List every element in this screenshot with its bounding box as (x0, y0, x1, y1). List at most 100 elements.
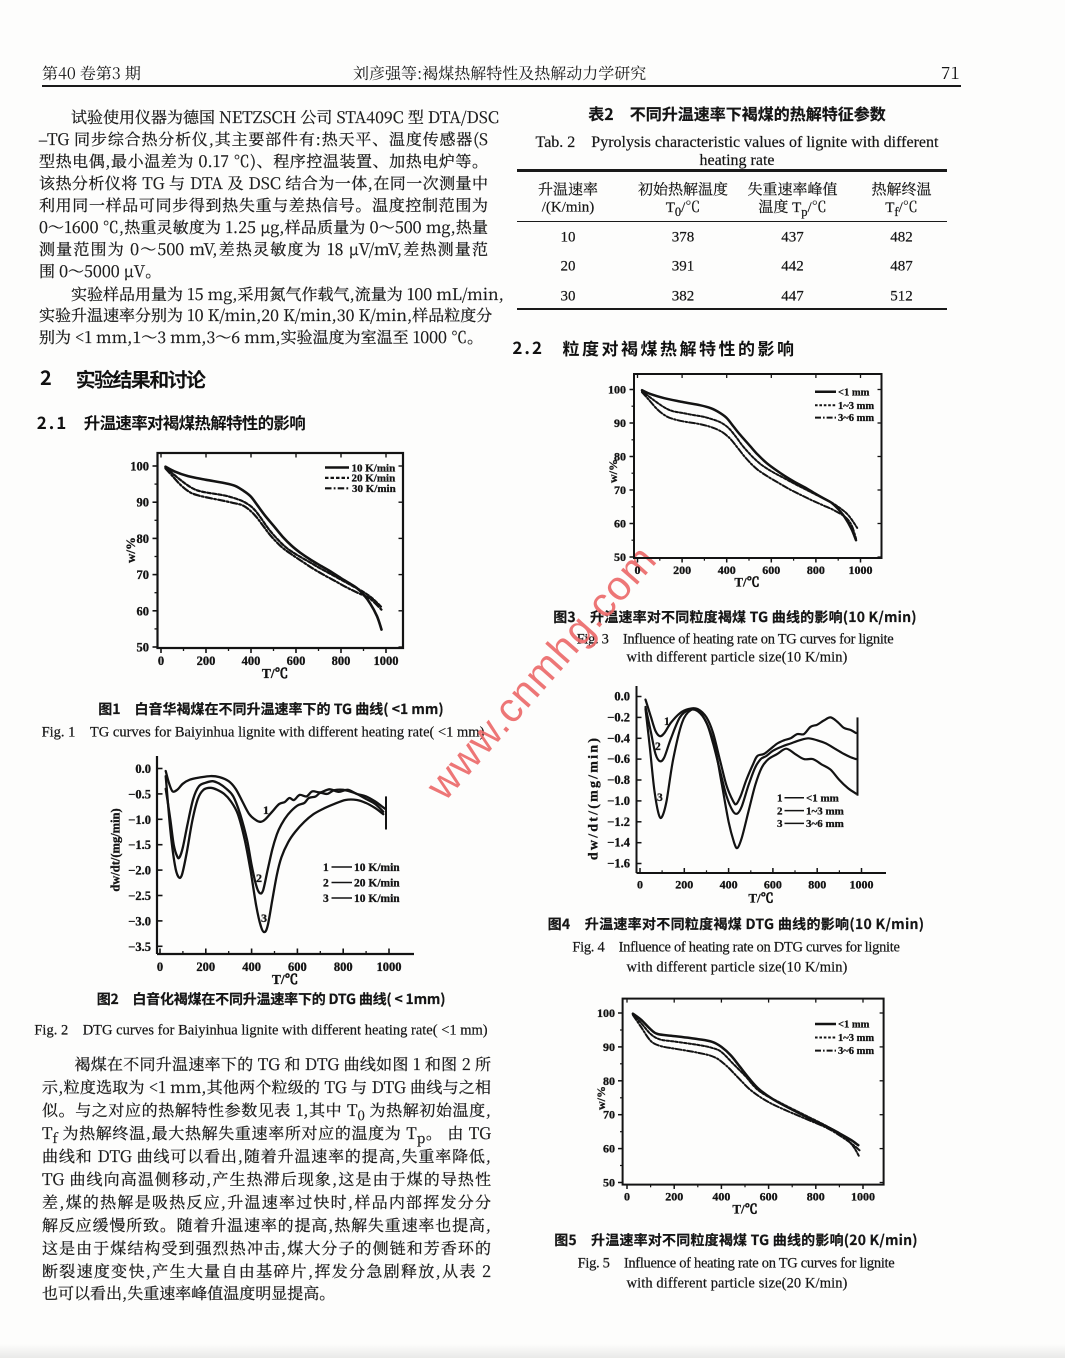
svg-text:2: 2 (655, 741, 661, 753)
svg-text:w/%: w/% (606, 459, 620, 483)
svg-text:1000: 1000 (374, 654, 399, 668)
svg-text:1~3 mm: 1~3 mm (838, 1033, 874, 1044)
svg-text:<1 mm: <1 mm (838, 1020, 870, 1031)
svg-text:−1.6: −1.6 (607, 857, 630, 871)
svg-text:1000: 1000 (850, 878, 874, 892)
svg-text:50: 50 (137, 641, 150, 655)
svg-text:80: 80 (603, 1074, 615, 1088)
svg-text:10 K/min: 10 K/min (352, 462, 396, 474)
svg-text:T/℃: T/℃ (748, 891, 773, 906)
svg-text:−1.4: −1.4 (607, 836, 630, 850)
svg-text:T/℃: T/℃ (734, 575, 759, 590)
svg-text:70: 70 (137, 568, 150, 582)
svg-text:w/%: w/% (594, 1086, 608, 1110)
svg-text:90: 90 (603, 1040, 615, 1054)
svg-text:3~6 mm: 3~6 mm (806, 818, 844, 830)
svg-text:3~6 mm: 3~6 mm (838, 1046, 874, 1057)
svg-text:−0.4: −0.4 (607, 731, 630, 745)
svg-text:60: 60 (603, 1142, 615, 1156)
svg-text:800: 800 (332, 654, 351, 668)
svg-text:20 K/min: 20 K/min (354, 878, 400, 890)
svg-text:10 K/min: 10 K/min (354, 862, 400, 874)
svg-text:<1 mm: <1 mm (838, 387, 870, 398)
svg-text:200: 200 (665, 1190, 683, 1204)
svg-text:10 K/min: 10 K/min (354, 893, 400, 905)
svg-text:400: 400 (242, 654, 261, 668)
svg-text:20 K/min: 20 K/min (352, 473, 396, 485)
svg-text:T/℃: T/℃ (272, 972, 298, 987)
svg-text:0.0: 0.0 (135, 762, 151, 776)
svg-text:200: 200 (675, 878, 693, 892)
svg-text:600: 600 (288, 960, 307, 974)
svg-text:60: 60 (137, 604, 150, 618)
svg-text:0: 0 (637, 878, 643, 892)
svg-text:−0.2: −0.2 (607, 710, 630, 724)
svg-text:1~3 mm: 1~3 mm (838, 401, 874, 412)
svg-text:1000: 1000 (849, 563, 873, 577)
svg-text:−0.5: −0.5 (128, 787, 151, 801)
svg-text:400: 400 (718, 563, 736, 577)
svg-text:200: 200 (196, 960, 215, 974)
svg-text:3: 3 (261, 911, 267, 925)
svg-text:600: 600 (287, 654, 306, 668)
svg-text:800: 800 (808, 878, 826, 892)
svg-text:3: 3 (657, 792, 663, 804)
svg-text:1000: 1000 (851, 1190, 875, 1204)
svg-text:600: 600 (760, 1190, 778, 1204)
svg-text:1000: 1000 (377, 960, 402, 974)
svg-text:90: 90 (614, 416, 626, 430)
svg-text:70: 70 (603, 1108, 615, 1122)
svg-text:3~6 mm: 3~6 mm (838, 413, 874, 424)
svg-text:2: 2 (777, 805, 783, 817)
svg-text:80: 80 (137, 532, 150, 546)
svg-text:−1.0: −1.0 (607, 794, 630, 808)
svg-text:1: 1 (323, 862, 329, 874)
svg-text:1~3 mm: 1~3 mm (806, 805, 844, 817)
svg-text:1: 1 (777, 793, 783, 805)
svg-text:dw/dt/(mg/min): dw/dt/(mg/min) (587, 736, 602, 860)
svg-text:T/℃: T/℃ (262, 666, 288, 681)
svg-text:<1 mm: <1 mm (806, 793, 839, 805)
svg-text:T/℃: T/℃ (732, 1202, 757, 1217)
svg-text:100: 100 (597, 1006, 615, 1020)
svg-text:800: 800 (807, 1190, 825, 1204)
svg-text:2: 2 (256, 871, 262, 885)
svg-text:−1.2: −1.2 (607, 815, 630, 829)
svg-text:70: 70 (614, 483, 626, 497)
svg-text:100: 100 (608, 383, 626, 397)
svg-text:−0.6: −0.6 (607, 752, 630, 766)
svg-text:200: 200 (673, 563, 691, 577)
svg-text:−1.5: −1.5 (128, 838, 151, 852)
svg-text:50: 50 (603, 1176, 615, 1190)
svg-text:−2.0: −2.0 (128, 864, 151, 878)
svg-text:1: 1 (263, 803, 269, 817)
svg-text:0: 0 (635, 563, 641, 577)
svg-text:30 K/min: 30 K/min (352, 483, 396, 495)
svg-text:0: 0 (157, 960, 163, 974)
svg-text:60: 60 (614, 517, 626, 531)
svg-text:800: 800 (334, 960, 353, 974)
svg-text:−3.0: −3.0 (128, 914, 151, 928)
svg-text:w/%: w/% (123, 537, 138, 563)
svg-text:−1.0: −1.0 (128, 813, 151, 827)
svg-text:90: 90 (137, 496, 150, 510)
svg-text:50: 50 (614, 550, 626, 564)
svg-text:0: 0 (158, 654, 164, 668)
svg-text:400: 400 (712, 1190, 730, 1204)
svg-text:3: 3 (323, 893, 329, 905)
svg-text:800: 800 (807, 563, 825, 577)
svg-text:−3.5: −3.5 (128, 940, 151, 954)
svg-text:−2.5: −2.5 (128, 889, 151, 903)
svg-text:400: 400 (720, 878, 738, 892)
svg-text:1: 1 (664, 716, 670, 728)
svg-text:80: 80 (614, 450, 626, 464)
svg-text:600: 600 (762, 563, 780, 577)
svg-text:2: 2 (323, 878, 329, 890)
svg-text:0: 0 (624, 1190, 630, 1204)
svg-text:0.0: 0.0 (614, 690, 630, 704)
svg-text:600: 600 (764, 878, 782, 892)
svg-text:−0.8: −0.8 (607, 773, 630, 787)
svg-text:100: 100 (130, 460, 149, 474)
svg-text:3: 3 (777, 818, 783, 830)
svg-text:200: 200 (197, 654, 216, 668)
